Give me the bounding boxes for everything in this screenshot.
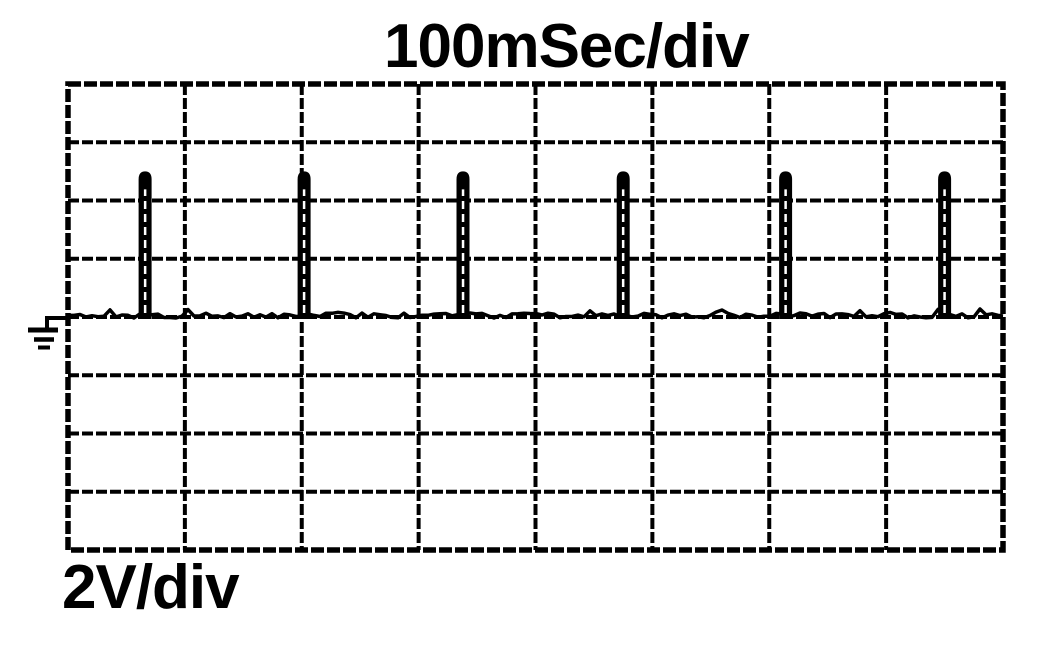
signal-trace bbox=[68, 307, 1004, 320]
pulse-train bbox=[138, 171, 952, 319]
graticule-grid bbox=[68, 84, 1003, 550]
ground-marker-icon bbox=[28, 316, 70, 350]
voltage-scale-label: 2V/div bbox=[62, 553, 240, 622]
time-scale-label: 100mSec/div bbox=[384, 12, 750, 81]
